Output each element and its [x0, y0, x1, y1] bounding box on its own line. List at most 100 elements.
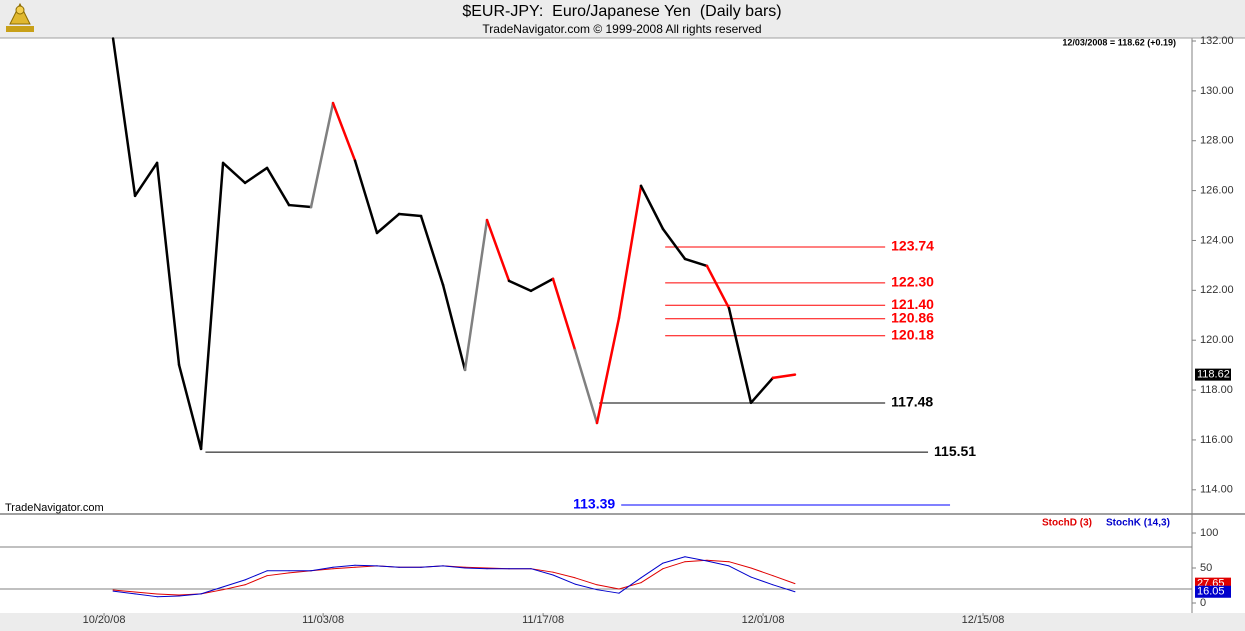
last-value-box [1195, 368, 1231, 381]
line-segment [177, 363, 203, 451]
line-segment [662, 561, 686, 570]
line-segment [266, 572, 290, 577]
level-label: 121.40 [891, 296, 934, 312]
line-segment [617, 184, 643, 320]
line-segment [661, 227, 687, 261]
y-tick-label: 0 [1200, 597, 1206, 609]
legend-entry: StochK (14,3) [1106, 518, 1170, 529]
line-segment [397, 212, 423, 218]
line-segment [332, 566, 356, 570]
y-tick-label: 120.00 [1200, 334, 1234, 346]
line-segment [441, 283, 467, 372]
line-segment [573, 348, 599, 425]
x-tick-label: 12/01/08 [742, 614, 785, 626]
line-segment [331, 101, 357, 162]
level-label: 117.48 [891, 394, 933, 410]
x-tick-label: 10/20/08 [83, 614, 126, 626]
line-segment [442, 565, 466, 569]
line-segment [353, 159, 379, 235]
line-segment [134, 593, 158, 598]
line-segment [222, 584, 246, 591]
line-segment [772, 584, 796, 593]
date-axis-bar [0, 613, 1245, 631]
line-segment [574, 577, 598, 586]
line-segment [375, 212, 401, 235]
logo [6, 2, 34, 32]
line-segment [265, 166, 291, 207]
line-segment [420, 565, 444, 568]
stoch-panel [0, 515, 1192, 613]
line-segment [507, 279, 533, 293]
line-segment [595, 316, 621, 425]
y-tick-label: 114.00 [1200, 484, 1233, 496]
line-segment [199, 161, 225, 451]
header-quote: 12/03/2008 = 118.62 (+0.19) [1062, 37, 1176, 47]
line-segment [662, 556, 686, 564]
last-value-box [1195, 585, 1231, 598]
line-segment [639, 184, 665, 231]
line-segment [750, 567, 774, 577]
y-tick-label: 126.00 [1200, 185, 1234, 197]
line-segment [705, 264, 731, 310]
legend-entry: StochD (3) [1042, 518, 1092, 529]
title-bar [0, 0, 1245, 38]
line-segment [156, 595, 180, 598]
last-value-label: 118.62 [1197, 369, 1230, 381]
line-segment [727, 306, 753, 405]
line-segment [243, 166, 269, 185]
line-segment [419, 214, 445, 287]
line-segment [222, 579, 246, 588]
line-segment [728, 565, 752, 578]
line-segment [244, 575, 268, 586]
y-tick-label: 128.00 [1200, 135, 1234, 147]
line-segment [111, 37, 137, 198]
line-segment [200, 586, 224, 595]
line-segment [112, 590, 136, 595]
level-label: 120.86 [891, 309, 934, 325]
y-tick-label: 130.00 [1200, 85, 1234, 97]
line-segment [640, 562, 664, 579]
chart-title: $EUR-JPY: Euro/Japanese Yen (Daily bars) [462, 3, 781, 20]
price-panel [0, 38, 1192, 513]
line-segment [354, 564, 378, 567]
last-value-label: 16.05 [1197, 586, 1225, 598]
y-tick-label: 124.00 [1200, 234, 1234, 246]
line-segment [485, 218, 511, 283]
line-segment [640, 568, 664, 584]
chart-subtitle: TradeNavigator.com © 1999-2008 All right… [482, 22, 761, 36]
x-tick-label: 11/17/08 [522, 614, 564, 626]
y-tick-label: 50 [1200, 562, 1212, 574]
line-segment [749, 376, 775, 405]
x-tick-label: 11/03/08 [302, 614, 344, 626]
line-segment [772, 575, 796, 585]
watermark: TradeNavigator.com [5, 502, 104, 514]
line-segment [596, 584, 620, 590]
y-tick-label: 100 [1200, 527, 1218, 539]
y-tick-label: 116.00 [1200, 434, 1233, 446]
line-segment [134, 591, 158, 595]
line-segment [750, 576, 774, 586]
line-segment [552, 571, 576, 579]
line-segment [155, 161, 181, 367]
y-tick-label: 118.00 [1200, 384, 1233, 396]
line-segment [112, 589, 136, 593]
level-label: 122.30 [891, 274, 934, 290]
line-segment [529, 277, 555, 293]
level-label: 115.51 [934, 443, 976, 459]
level-label: 120.18 [891, 326, 934, 342]
line-segment [552, 574, 576, 585]
line-segment [133, 161, 159, 198]
line-segment [464, 566, 488, 569]
line-segment [287, 203, 313, 209]
line-segment [706, 560, 730, 567]
line-segment [683, 257, 709, 268]
x-tick-label: 12/15/08 [962, 614, 1005, 626]
line-segment [530, 568, 554, 576]
line-segment [771, 373, 797, 380]
line-segment [728, 561, 752, 569]
line-segment [332, 564, 356, 568]
line-segment [464, 567, 488, 570]
y-tick-label: 122.00 [1200, 284, 1234, 296]
line-segment [376, 565, 400, 568]
